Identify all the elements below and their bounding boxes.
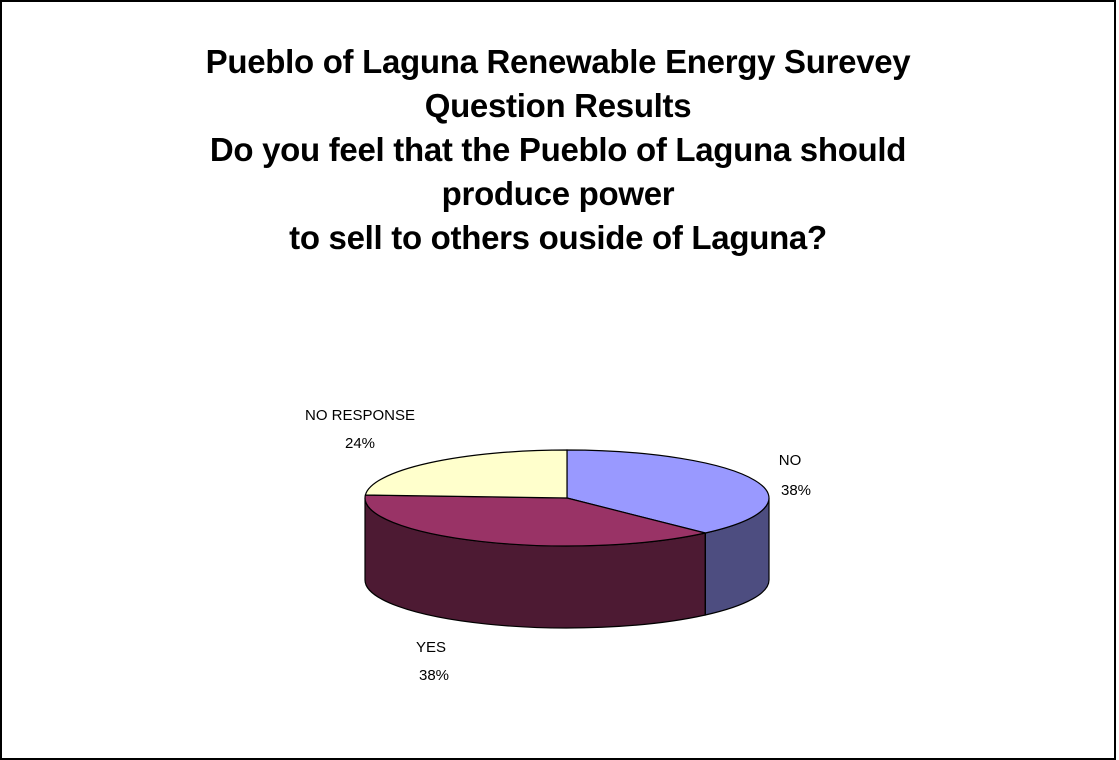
title-line-1: Pueblo of Laguna Renewable Energy Sureve… [205,43,911,80]
label-no-name: NO [779,452,802,469]
label-no-response-name: NO RESPONSE [305,407,415,424]
label-no-percent: 38% [781,482,811,499]
pie-tops [364,449,770,547]
title-line-2: Question Results [424,87,692,124]
pie-sides [364,497,770,629]
label-yes-name: YES [416,639,446,656]
pie-slice-no-response [364,449,568,499]
title-line-3: Do you feel that the Pueblo of Laguna sh… [209,131,907,168]
label-no-response-percent: 24% [345,435,375,452]
title-line-5: to sell to others ouside of Laguna? [289,219,827,256]
label-yes-percent: 38% [419,667,449,684]
pie-slice-yes [364,494,706,547]
chart-title: Pueblo of Laguna Renewable Energy Sureve… [0,40,1116,260]
pie-slice-no [566,449,770,534]
title-line-4: produce power [441,175,675,212]
